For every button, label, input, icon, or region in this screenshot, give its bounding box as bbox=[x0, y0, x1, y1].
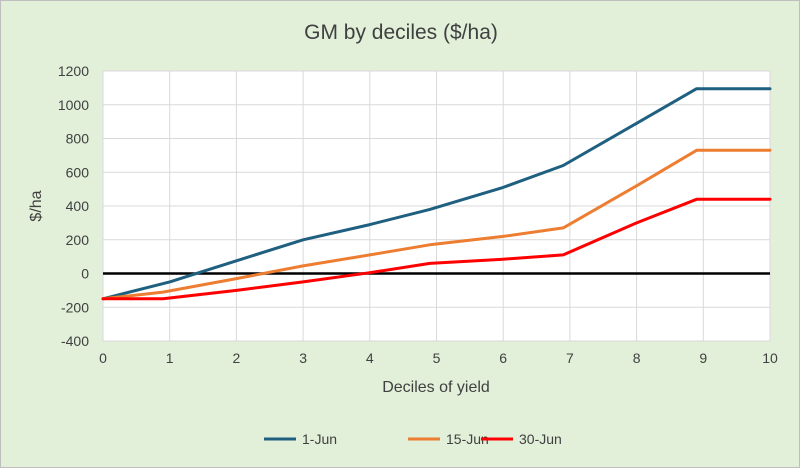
x-tick-label: 8 bbox=[633, 350, 641, 366]
x-axis-ticks: 0 1 2 3 4 5 6 7 8 9 10 bbox=[99, 350, 778, 366]
y-tick-label: 1000 bbox=[58, 97, 89, 113]
x-tick-label: 1 bbox=[166, 350, 174, 366]
y-tick-label: -200 bbox=[61, 299, 89, 315]
series-line-2 bbox=[101, 197, 772, 301]
y-tick-label: 1200 bbox=[58, 63, 89, 79]
series-group bbox=[101, 87, 772, 301]
x-tick-label: 4 bbox=[366, 350, 374, 366]
y-tick-label: 0 bbox=[81, 266, 89, 282]
legend-label-0: 1-Jun bbox=[302, 431, 337, 447]
x-tick-label: 3 bbox=[299, 350, 307, 366]
y-axis-ticks: -400 -200 0 200 400 600 800 1000 1200 bbox=[58, 63, 89, 349]
x-tick-label: 6 bbox=[499, 350, 507, 366]
y-axis-title: $/ha bbox=[28, 190, 45, 221]
legend-label-2: 30-Jun bbox=[519, 431, 562, 447]
y-tick-label: -400 bbox=[61, 333, 89, 349]
x-tick-label: 2 bbox=[233, 350, 241, 366]
chart-title: GM by deciles ($/ha) bbox=[304, 21, 498, 44]
legend: 1-Jun 15-Jun 30-Jun bbox=[264, 431, 562, 447]
x-tick-label: 7 bbox=[566, 350, 574, 366]
y-tick-label: 800 bbox=[66, 131, 90, 147]
x-tick-label: 9 bbox=[699, 350, 707, 366]
x-axis-title: Deciles of yield bbox=[382, 379, 490, 396]
x-tick-label: 5 bbox=[433, 350, 441, 366]
series-line-0 bbox=[101, 87, 772, 301]
x-tick-label: 10 bbox=[762, 350, 778, 366]
y-tick-label: 400 bbox=[66, 198, 90, 214]
legend-label-1: 15-Jun bbox=[446, 431, 489, 447]
y-tick-label: 600 bbox=[66, 164, 90, 180]
series-line-1 bbox=[101, 148, 772, 301]
x-tick-label: 0 bbox=[99, 350, 107, 366]
y-tick-label: 200 bbox=[66, 232, 90, 248]
